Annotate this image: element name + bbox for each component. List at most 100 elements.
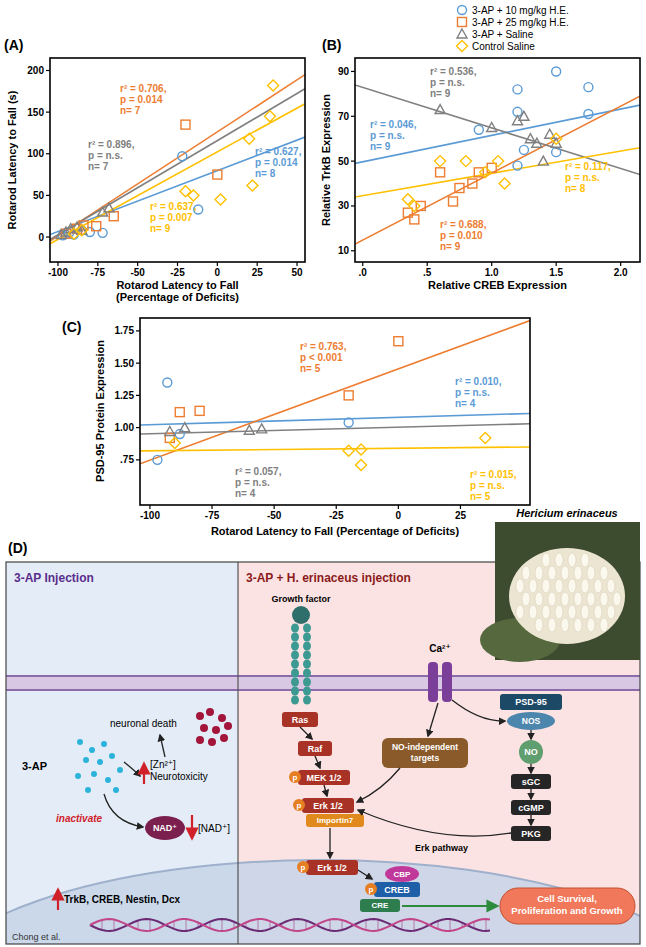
cbp-node bbox=[385, 866, 419, 882]
scatter-point bbox=[480, 167, 491, 178]
panel-label: (B) bbox=[322, 37, 341, 53]
stats-annotation: r² = 0.627, bbox=[255, 146, 302, 157]
photo-spine bbox=[535, 618, 543, 632]
legend-marker bbox=[458, 6, 467, 15]
x-tick-label: 50 bbox=[291, 267, 303, 278]
node-label: Cell Survival, bbox=[537, 893, 597, 904]
photo bbox=[480, 522, 640, 662]
receptor-segment bbox=[303, 633, 311, 642]
plot-data bbox=[140, 321, 530, 471]
stats-annotation: r² = 0.688, bbox=[440, 219, 487, 230]
receptor-segment bbox=[291, 642, 299, 651]
x-tick-label: 25 bbox=[455, 510, 467, 521]
legend-marker bbox=[458, 18, 467, 27]
stats-annotation: n= 4 bbox=[235, 488, 256, 499]
scatter-point bbox=[468, 179, 477, 188]
stats-annotation: r² = 0.010, bbox=[455, 376, 502, 387]
scatter-point bbox=[538, 156, 548, 165]
fit-line bbox=[50, 89, 305, 240]
photo-mushroom bbox=[509, 548, 625, 644]
scatter-point bbox=[165, 426, 175, 435]
y-axis-label: Relative TrkB Expression bbox=[320, 94, 332, 226]
y-axis-label: Rotarod Latency to Fall (s) bbox=[6, 90, 18, 229]
nad-node bbox=[145, 816, 185, 840]
scatter-point bbox=[493, 156, 504, 167]
photo-spine bbox=[600, 618, 608, 632]
node-box bbox=[511, 800, 551, 815]
x-tick-label: -50 bbox=[267, 510, 282, 521]
scatter-point bbox=[195, 406, 204, 415]
photo-spine bbox=[516, 579, 524, 593]
ca-channel bbox=[442, 662, 452, 702]
panel-label: (A) bbox=[4, 37, 23, 53]
x-tick-label: .5 bbox=[423, 267, 432, 278]
y-tick-label: 1.00 bbox=[115, 422, 135, 433]
stats-annotation: r² = 0.637, bbox=[150, 201, 197, 212]
arrow bbox=[452, 700, 505, 721]
stats-annotation: p = 0.010 bbox=[440, 230, 483, 241]
photo-spine bbox=[587, 618, 595, 632]
photo-spine bbox=[594, 579, 602, 593]
scatter-point bbox=[244, 425, 254, 434]
scatter-point bbox=[403, 208, 412, 217]
stats-annotation: p = n.s. bbox=[565, 172, 600, 183]
arrow bbox=[357, 768, 400, 802]
zinc-particle bbox=[200, 724, 208, 732]
stats-annotation: r² = 0.536, bbox=[430, 66, 477, 77]
scatter-point bbox=[480, 432, 491, 443]
node-box bbox=[382, 738, 468, 768]
stats-annotation: p = 0.014 bbox=[120, 94, 163, 105]
stats-annotation: p = n.s. bbox=[430, 77, 465, 88]
node-label: Erk pathway bbox=[415, 843, 468, 853]
diagram-inner bbox=[6, 676, 640, 944]
zinc-particle bbox=[224, 722, 232, 730]
scatter-point bbox=[56, 230, 66, 239]
scatter-point bbox=[178, 152, 187, 161]
scatter-point bbox=[525, 134, 535, 143]
scatter-point bbox=[512, 116, 522, 125]
node-label: Raf bbox=[308, 744, 324, 754]
stats-annotation: r² = 0.046, bbox=[370, 119, 417, 130]
y-tick-label: 150 bbox=[27, 107, 44, 118]
scatter-point bbox=[552, 67, 561, 76]
panel-label: (D) bbox=[8, 540, 27, 556]
photo-spine bbox=[542, 553, 550, 567]
arrow bbox=[530, 789, 531, 799]
scatter-point bbox=[409, 200, 420, 211]
node-box bbox=[306, 814, 364, 827]
divider bbox=[237, 562, 238, 944]
phospho-label: p bbox=[369, 885, 374, 894]
zinc-particle bbox=[220, 734, 228, 742]
photo-spine bbox=[574, 566, 582, 580]
scatter-point bbox=[181, 120, 190, 129]
scatter-point bbox=[213, 170, 222, 179]
photo-spine bbox=[535, 592, 543, 606]
scatter-point bbox=[356, 444, 367, 455]
scatter-point bbox=[460, 156, 471, 167]
fit-line bbox=[140, 447, 530, 451]
y-tick-label: 70 bbox=[338, 111, 350, 122]
nos-node bbox=[507, 712, 555, 730]
arrow bbox=[402, 905, 497, 907]
scatter-point bbox=[215, 194, 226, 205]
fit-line bbox=[50, 75, 305, 242]
photo-spine bbox=[561, 592, 569, 606]
y-tick-label: 10 bbox=[338, 245, 350, 256]
phospho-circle bbox=[289, 771, 301, 783]
scatter-point bbox=[98, 228, 107, 237]
arrow bbox=[530, 730, 531, 739]
scatter-point bbox=[180, 423, 190, 432]
stats-annotation: n= 7 bbox=[120, 105, 141, 116]
stats-annotation: r² = 0.763, bbox=[300, 341, 347, 352]
receptor-segment bbox=[303, 660, 311, 669]
photo-spine bbox=[561, 566, 569, 580]
node-label: Importin7 bbox=[317, 816, 354, 825]
stats-annotation: n= 4 bbox=[455, 398, 476, 409]
x-axis-label: (Percentage of Deficits) bbox=[116, 291, 239, 303]
node-box bbox=[360, 899, 400, 912]
node-label: Neurotoxicity bbox=[150, 771, 208, 782]
drug-molecule bbox=[77, 739, 83, 745]
node-label: Ras bbox=[292, 715, 309, 725]
photo-spine bbox=[587, 566, 595, 580]
legend-entry: 3-AP + 10 mg/kg H.E. bbox=[472, 5, 569, 16]
